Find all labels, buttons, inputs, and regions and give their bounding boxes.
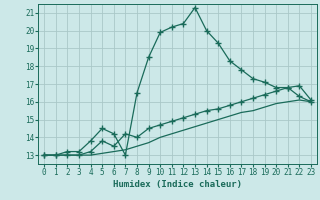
X-axis label: Humidex (Indice chaleur): Humidex (Indice chaleur) bbox=[113, 180, 242, 189]
